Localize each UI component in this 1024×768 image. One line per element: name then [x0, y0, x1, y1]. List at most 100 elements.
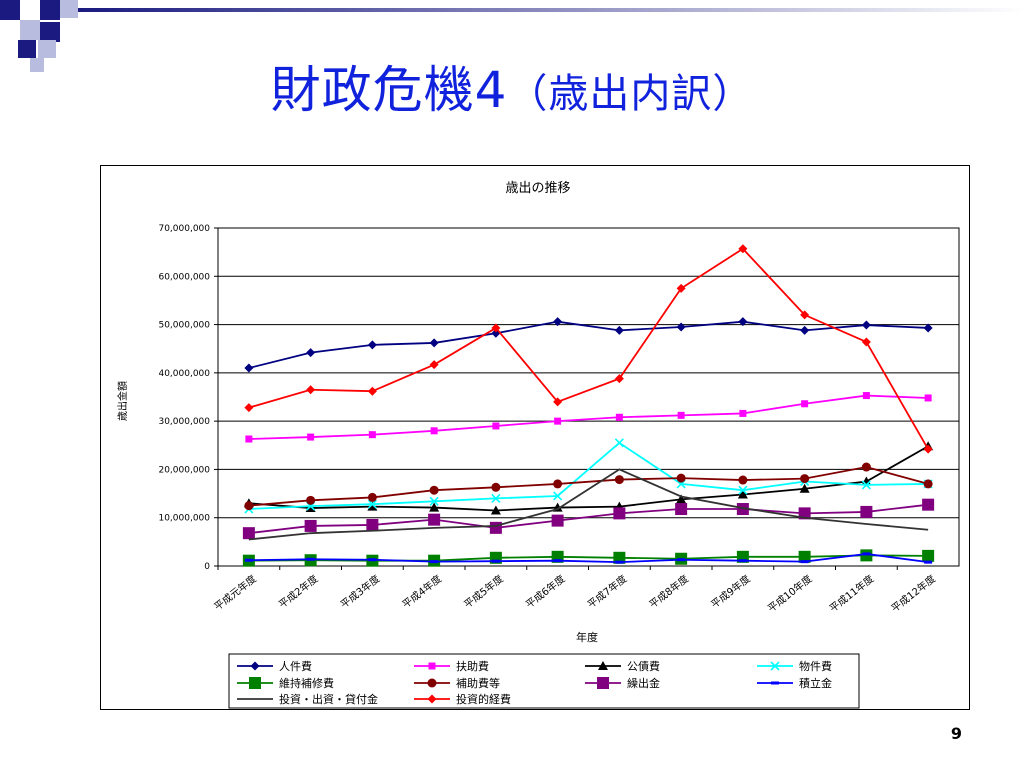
- series-9-point: [244, 403, 254, 413]
- deco-square-6: [18, 40, 36, 58]
- series-5-point: [306, 495, 316, 505]
- slide-title-main: 財政危機4: [270, 61, 508, 119]
- series-0-point: [367, 340, 377, 350]
- series-7-point: [368, 558, 377, 562]
- series-0-point: [553, 317, 563, 327]
- series-2-point: [429, 502, 440, 512]
- series-0-point: [306, 348, 316, 358]
- slide-title-sub: （歳出内訳）: [507, 71, 754, 117]
- series-0-point: [800, 325, 810, 335]
- chart-frame: 歳出の推移 年度 歳出金額 0 10,000,000 20,000,000 30,00…: [100, 165, 970, 710]
- series-5-point: [614, 475, 624, 485]
- y-tick-label: 50,000,000: [158, 321, 210, 331]
- legend-entry-label: 投資的経費: [456, 692, 511, 706]
- series-1-point: [245, 435, 253, 443]
- legend-entry-label: 積立金: [799, 676, 832, 690]
- series-6-point: [428, 513, 441, 526]
- deco-square-4: [20, 20, 40, 40]
- series-line-2: [248, 445, 929, 512]
- series-9-point: [676, 283, 686, 293]
- series-5-point: [491, 482, 501, 492]
- legend-swatch-marker: [770, 661, 780, 671]
- legend-entry-label: 物件費: [799, 659, 832, 673]
- series-9-point: [923, 444, 933, 454]
- x-tick-label: 平成6年度: [523, 572, 568, 611]
- series-5-point: [367, 492, 377, 502]
- series-0-point: [614, 325, 624, 335]
- series-1-point: [801, 400, 809, 408]
- series-2-point: [367, 501, 378, 511]
- legend-swatch-marker: [427, 694, 437, 704]
- series-9-point: [367, 386, 377, 396]
- x-tick-label: 平成12年度: [888, 572, 938, 615]
- series-5-point: [738, 475, 748, 485]
- legend-entry-label: 公債費: [627, 659, 660, 673]
- deco-top-gradient-rule: [78, 8, 1024, 12]
- y-tick-label: 20,000,000: [158, 465, 210, 475]
- plot-border: [217, 227, 960, 567]
- series-6-point: [242, 527, 255, 540]
- series-5-point: [861, 462, 871, 472]
- series-1-point: [739, 409, 747, 417]
- series-9-point: [614, 374, 624, 384]
- series-9-point: [861, 337, 871, 347]
- series-0-point: [676, 322, 686, 332]
- deco-square-7: [38, 40, 56, 58]
- series-6-point: [736, 503, 749, 516]
- legend-swatch-marker: [598, 661, 608, 670]
- series-2-point: [305, 503, 316, 513]
- series-5-point: [244, 501, 254, 511]
- x-axis-label: 年度: [576, 630, 598, 644]
- x-tick-label: 平成元年度: [211, 572, 258, 613]
- series-3-point: [614, 438, 624, 448]
- series-6-point: [798, 507, 811, 520]
- legend-swatch-marker: [428, 662, 436, 670]
- series-7-point: [306, 557, 315, 561]
- series-9-point: [306, 385, 316, 395]
- legend-entry-label: 補助費等: [456, 676, 500, 690]
- series-9-point: [553, 397, 563, 407]
- series-5-point: [923, 479, 933, 489]
- series-1-point: [677, 411, 685, 419]
- series-5-point: [429, 485, 439, 495]
- slide-title: 財政危機4（歳出内訳）: [0, 58, 1024, 126]
- series-5-point: [553, 479, 563, 489]
- series-3-point: [429, 496, 439, 506]
- series-2-point: [676, 494, 687, 504]
- deco-square-1: [0, 0, 20, 20]
- x-tick-label: 平成9年度: [708, 572, 753, 611]
- series-1-point: [492, 422, 500, 430]
- series-9-point: [738, 244, 748, 254]
- y-axis-label: 歳出金額: [116, 381, 129, 421]
- series-line-4: [248, 554, 929, 562]
- series-4-point: [798, 550, 811, 563]
- deco-square-8: [30, 58, 44, 72]
- legend-swatch-marker: [250, 661, 260, 671]
- series-line-9: [248, 247, 929, 450]
- series-6-point: [860, 505, 873, 518]
- series-7-point: [244, 558, 253, 562]
- legend-swatch-marker: [771, 681, 779, 685]
- series-0-point: [923, 323, 933, 333]
- series-5-point: [800, 474, 810, 484]
- series-1-point: [554, 417, 562, 425]
- series-2-point: [737, 489, 748, 499]
- y-tick-label: 0: [204, 562, 210, 572]
- series-1-point: [862, 392, 870, 400]
- x-tick-label: 平成3年度: [338, 572, 383, 611]
- series-3-point: [367, 499, 377, 509]
- legend-entry-label: 投資・出資・貸付金: [279, 692, 378, 706]
- series-line-0: [248, 320, 929, 369]
- legend-entry-label: 扶助費: [456, 659, 489, 673]
- deco-square-2: [40, 0, 60, 20]
- series-7-point: [800, 560, 809, 564]
- series-line-7: [248, 553, 929, 564]
- series-6-point: [304, 519, 317, 532]
- legend-entry-label: 繰出金: [627, 676, 660, 690]
- series-1-point: [430, 427, 438, 435]
- legend-swatch-marker: [597, 677, 609, 689]
- series-3-point: [491, 493, 501, 503]
- series-line-1: [248, 394, 929, 440]
- series-6-point: [489, 521, 502, 534]
